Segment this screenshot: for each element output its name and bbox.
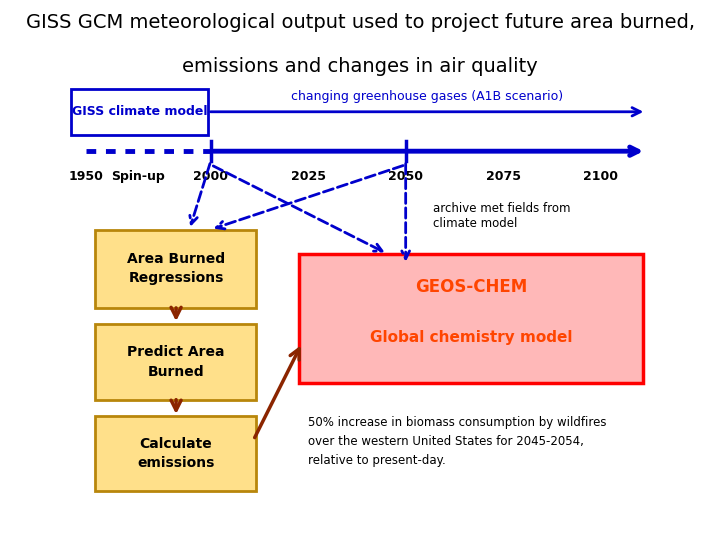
Text: emissions and changes in air quality: emissions and changes in air quality bbox=[182, 57, 538, 76]
Text: changing greenhouse gases (A1B scenario): changing greenhouse gases (A1B scenario) bbox=[291, 90, 563, 103]
Text: 2075: 2075 bbox=[485, 170, 521, 183]
Text: Area Burned
Regressions: Area Burned Regressions bbox=[127, 252, 225, 285]
FancyArrowPatch shape bbox=[190, 164, 210, 224]
FancyBboxPatch shape bbox=[95, 416, 256, 491]
Text: GEOS-CHEM: GEOS-CHEM bbox=[415, 278, 528, 296]
FancyBboxPatch shape bbox=[71, 89, 208, 135]
Text: 2000: 2000 bbox=[193, 170, 228, 183]
Text: Calculate
emissions: Calculate emissions bbox=[138, 437, 215, 470]
FancyArrowPatch shape bbox=[217, 166, 403, 229]
Text: GISS climate model: GISS climate model bbox=[72, 105, 207, 118]
FancyBboxPatch shape bbox=[95, 230, 256, 308]
FancyBboxPatch shape bbox=[299, 254, 643, 383]
Text: Predict Area
Burned: Predict Area Burned bbox=[127, 345, 225, 379]
Text: 1950: 1950 bbox=[68, 170, 104, 183]
Text: Global chemistry model: Global chemistry model bbox=[370, 330, 572, 345]
Text: 2100: 2100 bbox=[583, 170, 618, 183]
FancyBboxPatch shape bbox=[95, 324, 256, 400]
FancyArrowPatch shape bbox=[213, 166, 382, 251]
Text: 2025: 2025 bbox=[291, 170, 325, 183]
Text: 50% increase in biomass consumption by wildfires
over the western United States : 50% increase in biomass consumption by w… bbox=[308, 416, 607, 467]
Text: 2050: 2050 bbox=[388, 170, 423, 183]
FancyArrowPatch shape bbox=[402, 164, 410, 259]
Text: Spin-up: Spin-up bbox=[111, 170, 165, 183]
Text: archive met fields from
climate model: archive met fields from climate model bbox=[433, 202, 570, 230]
Text: GISS GCM meteorological output used to project future area burned,: GISS GCM meteorological output used to p… bbox=[25, 14, 695, 32]
